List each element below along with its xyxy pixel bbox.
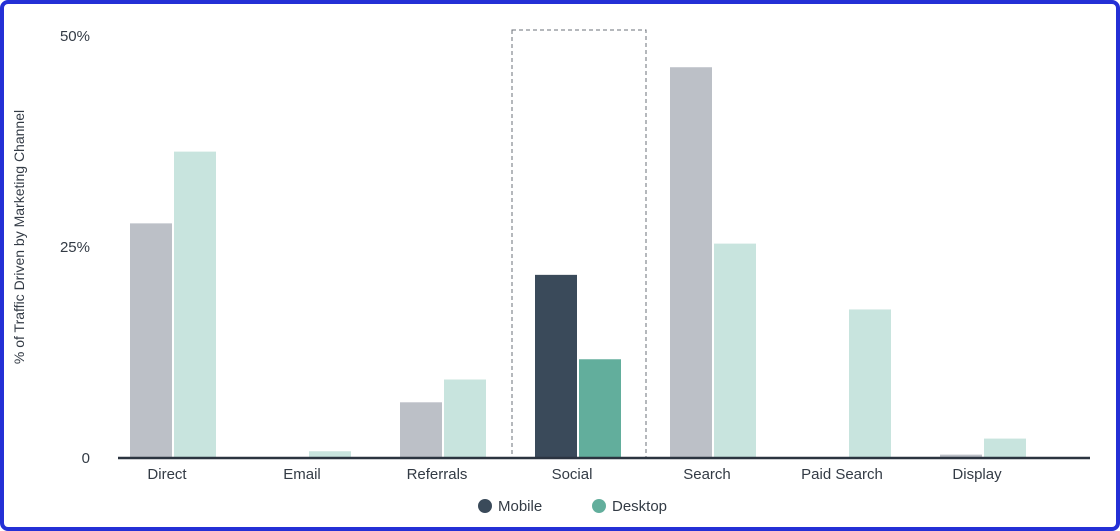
- x-tick-label: Referrals: [407, 466, 468, 483]
- bar-desktop-direct: [174, 151, 216, 459]
- bar-desktop-social: [579, 359, 621, 458]
- bar-mobile-search: [670, 67, 712, 458]
- x-tick-label: Display: [952, 466, 1002, 483]
- y-axis-label: % of Traffic Driven by Marketing Channel: [11, 110, 27, 364]
- x-axis: Direct Email Referrals Social Search Paid Sea…: [147, 466, 1002, 483]
- y-tick-label: 50%: [60, 28, 90, 45]
- bar-desktop-search: [714, 243, 756, 458]
- y-tick-label: 25%: [60, 239, 90, 256]
- highlight-box-social: [511, 29, 647, 459]
- bar-mobile-social: [535, 274, 577, 458]
- y-axis: 0 25% 50%: [60, 28, 90, 467]
- x-tick-label: Paid Search: [801, 466, 883, 483]
- bar-mobile-referrals: [400, 402, 442, 458]
- x-tick-label: Direct: [147, 466, 187, 483]
- x-tick-label: Search: [683, 466, 731, 483]
- bar-desktop-paid-search: [849, 309, 891, 458]
- legend-label-desktop: Desktop: [612, 498, 667, 515]
- legend-label-mobile: Mobile: [498, 498, 542, 515]
- bar-desktop-display: [984, 438, 1026, 458]
- bar-mobile-display: [940, 454, 982, 458]
- legend-marker-desktop: [592, 499, 606, 513]
- bar-desktop-email: [309, 451, 351, 458]
- legend: Mobile Desktop: [478, 498, 667, 515]
- x-tick-label: Social: [552, 466, 593, 483]
- legend-marker-mobile: [478, 499, 492, 513]
- bar-mobile-direct: [130, 223, 172, 458]
- x-tick-label: Email: [283, 466, 321, 483]
- bars: [130, 67, 1026, 459]
- y-tick-label: 0: [82, 450, 90, 467]
- bar-desktop-referrals: [444, 379, 486, 458]
